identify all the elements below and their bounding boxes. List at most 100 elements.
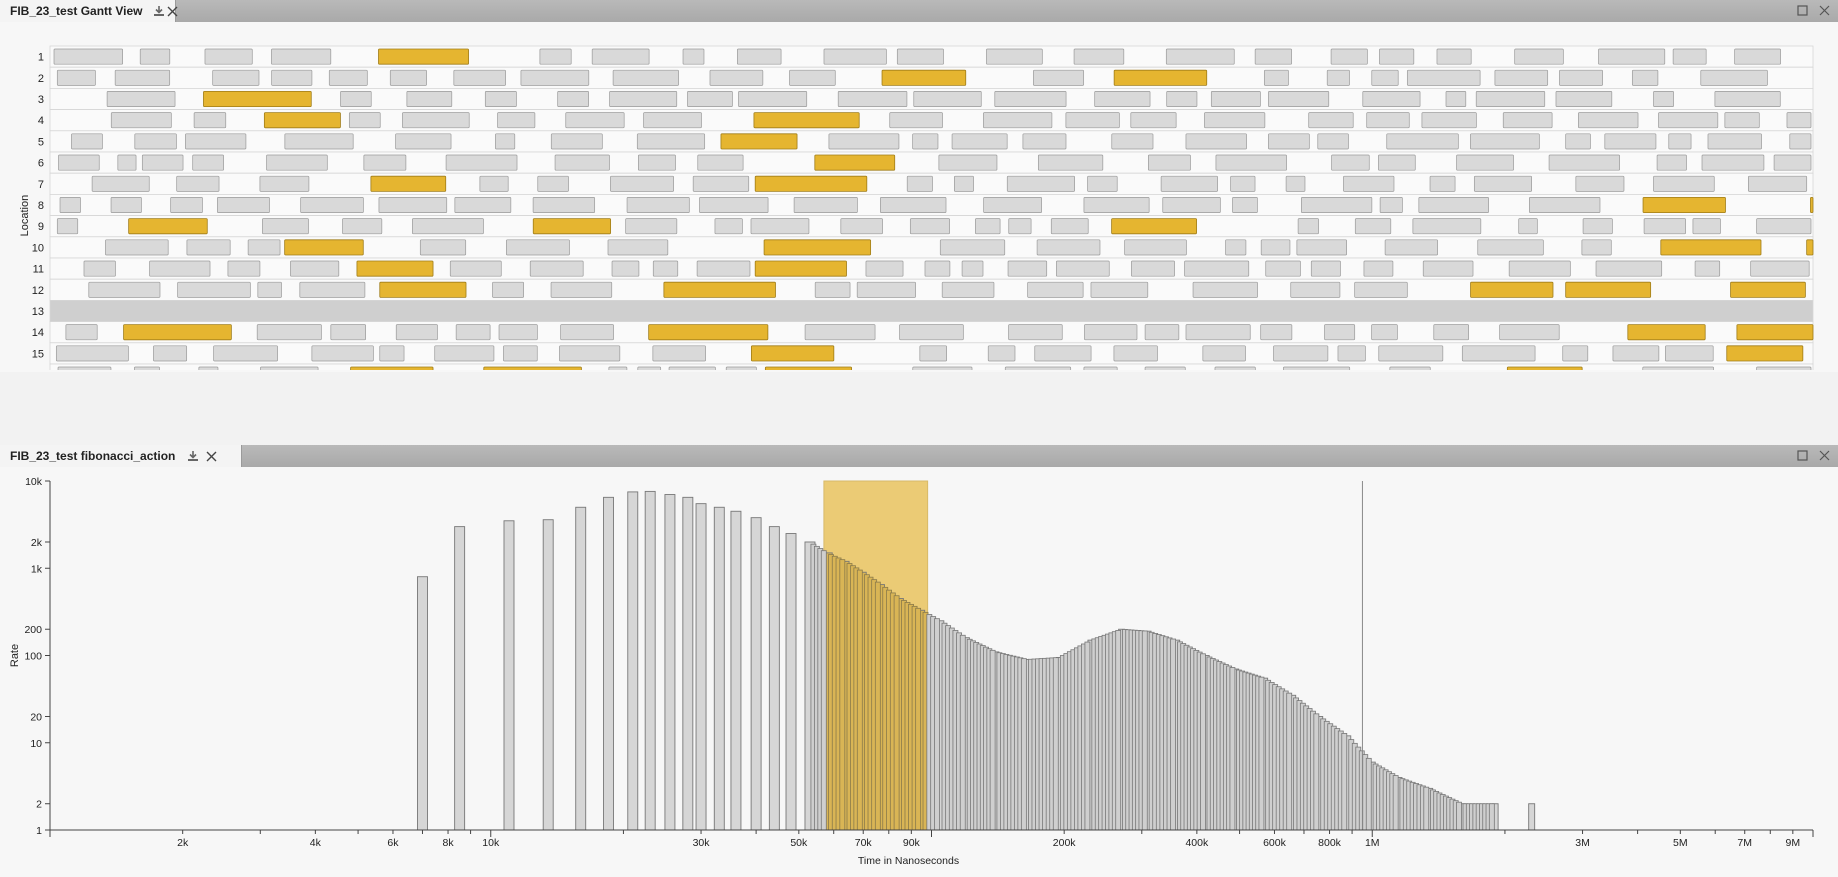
gantt-task — [1006, 175, 1075, 192]
hist-bar — [839, 559, 846, 831]
histogram-tab-title: FIB_23_test fibonacci_action — [10, 449, 176, 463]
gantt-task — [1326, 69, 1350, 86]
gantt-task — [611, 260, 640, 277]
gantt-task — [149, 260, 211, 277]
gantt-task — [1202, 345, 1246, 362]
close-icon[interactable] — [203, 448, 219, 464]
gantt-task — [1225, 239, 1247, 256]
gantt-task — [607, 239, 669, 256]
gantt-task — [342, 218, 383, 235]
download-icon[interactable] — [185, 448, 201, 464]
histogram-panel: FIB_23_test fibonacci_action 1 2 10 20 100 20… — [0, 445, 1838, 877]
hist-bar — [1286, 692, 1293, 831]
gantt-task — [938, 154, 998, 171]
gantt-task — [1204, 112, 1266, 129]
hist-x-tick-label: 4k — [310, 837, 322, 849]
gantt-task — [1330, 48, 1368, 65]
gantt-highlighted-task — [753, 112, 860, 129]
gantt-task — [134, 366, 160, 370]
gantt-task — [1094, 91, 1151, 107]
gantt-task — [1612, 345, 1660, 362]
gantt-task — [1692, 218, 1721, 235]
gantt-task — [1065, 112, 1120, 129]
gantt-task — [402, 112, 470, 129]
gantt-highlighted-task — [1506, 366, 1583, 370]
gantt-row-label: 4 — [38, 115, 44, 127]
gantt-row-label: 3 — [38, 94, 44, 106]
gantt-task — [186, 239, 231, 256]
gantt-highlighted-task — [356, 260, 434, 277]
gantt-task — [177, 281, 251, 298]
gantt-tab[interactable]: FIB_23_test Gantt View — [0, 0, 178, 22]
histogram-chart[interactable]: 1 2 10 20 100 200 1k 2k 10k Rate 2k 4k 6k 8k 10k 30k 50k… — [0, 467, 1838, 877]
gantt-row-label: 5 — [38, 136, 44, 148]
hist-y-tick-label: 20 — [30, 711, 42, 723]
gantt-task — [696, 260, 751, 277]
hist-x-tick-label: 10k — [482, 837, 500, 849]
gantt-task — [455, 324, 491, 341]
gantt-task — [1268, 133, 1310, 150]
hist-bar — [768, 526, 780, 831]
gantt-task — [1111, 133, 1154, 150]
gantt-highlighted-task — [123, 324, 232, 341]
hist-bar — [417, 576, 428, 831]
gantt-task — [939, 239, 1006, 256]
gantt-task — [837, 91, 908, 107]
gantt-task — [1714, 91, 1781, 107]
gantt-task — [736, 48, 782, 65]
gantt-task — [912, 366, 973, 370]
maximize-icon[interactable] — [1794, 2, 1810, 18]
gantt-task — [559, 345, 621, 362]
gantt-task — [828, 133, 900, 150]
gantt-task — [1090, 281, 1149, 298]
gantt-highlighted-task — [532, 218, 612, 235]
gantt-task — [1653, 175, 1715, 192]
gantt-task — [1033, 69, 1085, 86]
gantt-task — [804, 324, 876, 341]
close-icon[interactable] — [167, 3, 178, 19]
download-icon[interactable] — [153, 3, 165, 19]
histogram-tab-bar: FIB_23_test fibonacci_action — [0, 445, 1838, 467]
gantt-highlighted-task — [203, 91, 312, 108]
hist-x-tick-label: 8k — [442, 837, 454, 849]
gantt-task — [395, 324, 438, 341]
gantt-task — [1386, 133, 1459, 150]
gantt-task — [625, 218, 678, 235]
hist-bar — [1423, 786, 1430, 831]
gantt-task — [899, 324, 964, 341]
gantt-highlighted-task — [370, 175, 447, 192]
close-window-icon[interactable] — [1816, 447, 1832, 463]
hist-bar — [856, 569, 863, 831]
gantt-task — [961, 260, 984, 277]
maximize-icon[interactable] — [1794, 447, 1810, 463]
gantt-task — [1004, 366, 1072, 370]
gantt-highlighted-task — [263, 112, 341, 129]
gantt-task — [1331, 154, 1370, 171]
gantt-task — [497, 112, 536, 129]
gantt-task — [300, 197, 364, 213]
gantt-row-label: 9 — [38, 221, 44, 233]
close-window-icon[interactable] — [1816, 2, 1832, 18]
gantt-task — [503, 345, 538, 362]
gantt-task — [1412, 218, 1482, 235]
gantt-task — [1700, 69, 1768, 86]
gantt-task — [198, 366, 219, 370]
gantt-highlighted-task — [378, 48, 469, 65]
gantt-task — [1701, 154, 1765, 171]
hist-bar — [575, 506, 587, 831]
histogram-tab[interactable]: FIB_23_test fibonacci_action — [0, 445, 242, 467]
gantt-highlighted-task — [1565, 281, 1652, 298]
gantt-task — [643, 112, 702, 129]
gantt-task — [110, 112, 172, 129]
gantt-task — [1130, 112, 1177, 129]
gantt-highlighted-task — [128, 218, 208, 235]
gantt-chart[interactable]: 12345678910111213141516Location1,394,000… — [0, 22, 1838, 370]
gantt-task — [1050, 218, 1089, 235]
gantt-task — [1514, 48, 1564, 65]
gantt-task — [56, 218, 79, 235]
hist-y-tick-label: 2 — [36, 799, 42, 811]
hist-x-tick-label: 70k — [855, 837, 873, 849]
gantt-task — [260, 366, 319, 370]
gantt-task — [1456, 154, 1514, 171]
gantt-task — [983, 112, 1053, 129]
